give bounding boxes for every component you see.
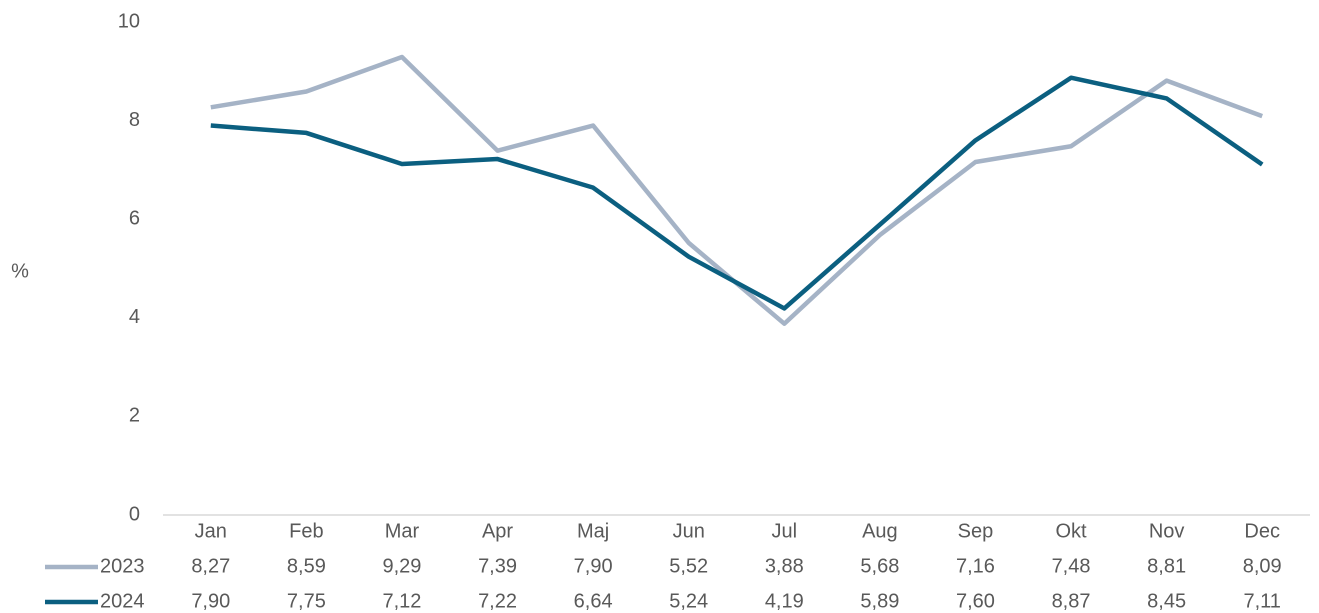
table-value: 5,89 [860,590,899,612]
table-value: 7,39 [478,555,517,577]
x-tick-label: Mar [385,520,420,542]
table-value: 8,59 [287,555,326,577]
x-tick-label: Maj [577,520,609,542]
x-tick-label: Nov [1149,520,1185,542]
table-value: 7,16 [956,555,995,577]
table-value: 4,19 [765,590,804,612]
table-value: 8,87 [1052,590,1091,612]
table-value: 8,81 [1147,555,1186,577]
y-axis-label: % [11,260,29,282]
table-value: 8,45 [1147,590,1186,612]
y-tick-label: 2 [129,405,140,427]
table-value: 7,60 [956,590,995,612]
series-line [210,75,1264,311]
table-value: 8,27 [191,555,230,577]
y-tick-label: 6 [129,207,140,229]
x-tick-label: Okt [1055,520,1087,542]
x-tick-label: Aug [862,520,898,542]
y-tick-label: 0 [129,503,140,525]
table-value: 3,88 [765,555,804,577]
table-value: 5,52 [669,555,708,577]
x-tick-label: Apr [482,520,513,542]
table-value: 8,09 [1243,555,1282,577]
y-tick-label: 8 [129,109,140,131]
table-value: 7,90 [574,555,613,577]
table-value: 7,90 [191,590,230,612]
table-value: 7,22 [478,590,517,612]
x-tick-label: Dec [1244,520,1280,542]
x-tick-label: Jul [772,520,798,542]
table-value: 6,64 [574,590,613,612]
table-value: 7,12 [382,590,421,612]
table-value: 5,68 [860,555,899,577]
x-tick-label: Jun [673,520,705,542]
table-value: 7,11 [1243,590,1280,612]
y-tick-label: 4 [129,306,140,328]
table-value: 5,24 [669,590,708,612]
table-value: 7,75 [287,590,326,612]
table-value: 9,29 [382,555,421,577]
x-tick-label: Jan [195,520,227,542]
table-value: 7,48 [1052,555,1091,577]
legend-label: 2024 [100,590,145,612]
legend-label: 2023 [100,555,145,577]
y-tick-label: 10 [118,10,140,32]
x-tick-label: Sep [958,520,994,542]
x-tick-label: Feb [289,520,323,542]
